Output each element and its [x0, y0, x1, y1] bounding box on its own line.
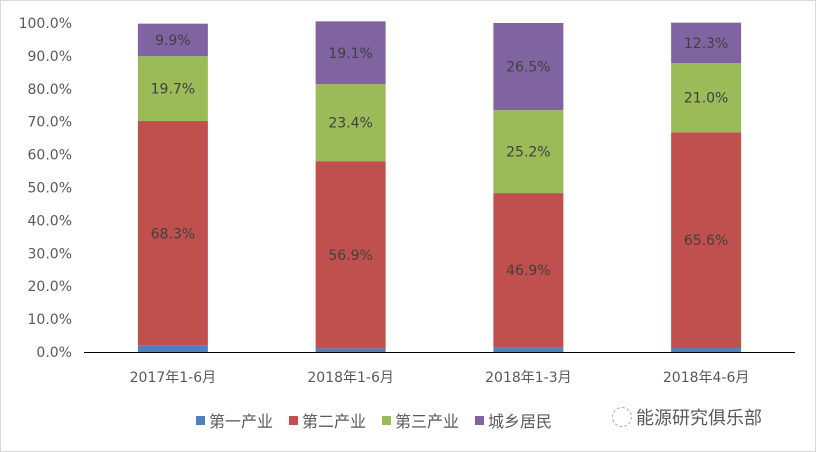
x-tick-label: 2018年1-3月 [485, 370, 572, 386]
bar-segment [315, 348, 386, 352]
data-label: 12.3% [684, 36, 728, 52]
data-label: 68.3% [151, 226, 195, 242]
data-label: 21.0% [684, 91, 728, 107]
bar-segment [137, 345, 208, 352]
x-tick-label: 2018年4-6月 [663, 370, 750, 386]
x-tick-label: 2018年1-6月 [307, 370, 394, 386]
x-tick-label: 2017年1-6月 [130, 370, 217, 386]
data-label: 26.5% [506, 60, 550, 76]
legend: 第一产业 第二产业 第三产业 城乡居民 [196, 408, 552, 432]
bar-segment [315, 161, 386, 349]
data-label: 65.6% [684, 233, 728, 249]
legend-swatch [382, 415, 392, 425]
bar-segment [493, 193, 564, 348]
legend-swatch [196, 415, 205, 425]
y-tick-label: 10.0% [28, 312, 72, 328]
y-tick-label: 50.0% [28, 181, 72, 197]
legend-item: 第三产业 [382, 408, 459, 432]
bar-segment [671, 63, 742, 133]
bar-segment [315, 84, 386, 162]
legend-item: 城乡居民 [475, 408, 552, 432]
data-label: 19.7% [151, 82, 195, 98]
bar-segment [493, 110, 564, 194]
watermark-text: 能源研究俱乐部 [636, 408, 762, 429]
wechat-icon [612, 407, 632, 427]
y-tick-label: 100.0% [19, 16, 72, 32]
legend-label: 第三产业 [395, 412, 460, 431]
bar-segment [493, 347, 564, 352]
legend-item: 第一产业 [196, 408, 273, 432]
bar-segment [671, 348, 742, 352]
bar-segment [137, 121, 208, 346]
bar-segment [137, 23, 208, 57]
y-tick-label: 90.0% [28, 49, 72, 65]
y-tick-label: 30.0% [28, 246, 72, 262]
legend-item: 第二产业 [289, 408, 366, 432]
data-label: 23.4% [328, 116, 372, 132]
legend-swatch [475, 415, 485, 425]
legend-label: 第二产业 [302, 412, 367, 431]
watermark: 能源研究俱乐部 [612, 404, 762, 430]
legend-swatch [289, 415, 299, 425]
data-label: 46.9% [506, 263, 550, 279]
bar-segment [671, 132, 742, 349]
legend-label: 城乡居民 [488, 412, 553, 431]
bar-segment [137, 56, 208, 122]
data-label: 9.9% [155, 33, 191, 49]
data-label: 19.1% [328, 46, 372, 62]
y-tick-label: 80.0% [28, 82, 72, 98]
y-tick-label: 0.0% [36, 345, 72, 361]
y-tick-label: 60.0% [28, 148, 72, 164]
y-tick-label: 40.0% [28, 213, 72, 229]
bar-segment [671, 22, 742, 64]
data-label: 56.9% [328, 248, 372, 264]
y-tick-label: 20.0% [28, 279, 72, 295]
y-tick-label: 70.0% [28, 115, 72, 131]
data-label: 25.2% [506, 145, 550, 161]
legend-label: 第一产业 [209, 412, 274, 431]
bar-segment [315, 21, 386, 85]
bar-segment [493, 23, 564, 111]
